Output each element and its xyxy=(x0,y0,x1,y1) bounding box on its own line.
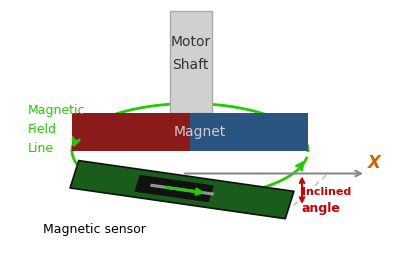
Text: Magnet: Magnet xyxy=(174,125,226,139)
Bar xyxy=(190,113,308,151)
Polygon shape xyxy=(70,161,294,219)
Text: angle: angle xyxy=(302,202,341,215)
Polygon shape xyxy=(150,184,214,196)
Bar xyxy=(72,113,190,151)
Text: Magnetic sensor: Magnetic sensor xyxy=(42,224,146,236)
Bar xyxy=(170,11,212,113)
Text: X: X xyxy=(368,154,380,172)
Text: Magnetic
Field
Line: Magnetic Field Line xyxy=(28,104,86,155)
Text: Inclined: Inclined xyxy=(302,187,351,197)
Text: Motor
Shaft: Motor Shaft xyxy=(170,36,210,72)
Polygon shape xyxy=(134,175,214,202)
